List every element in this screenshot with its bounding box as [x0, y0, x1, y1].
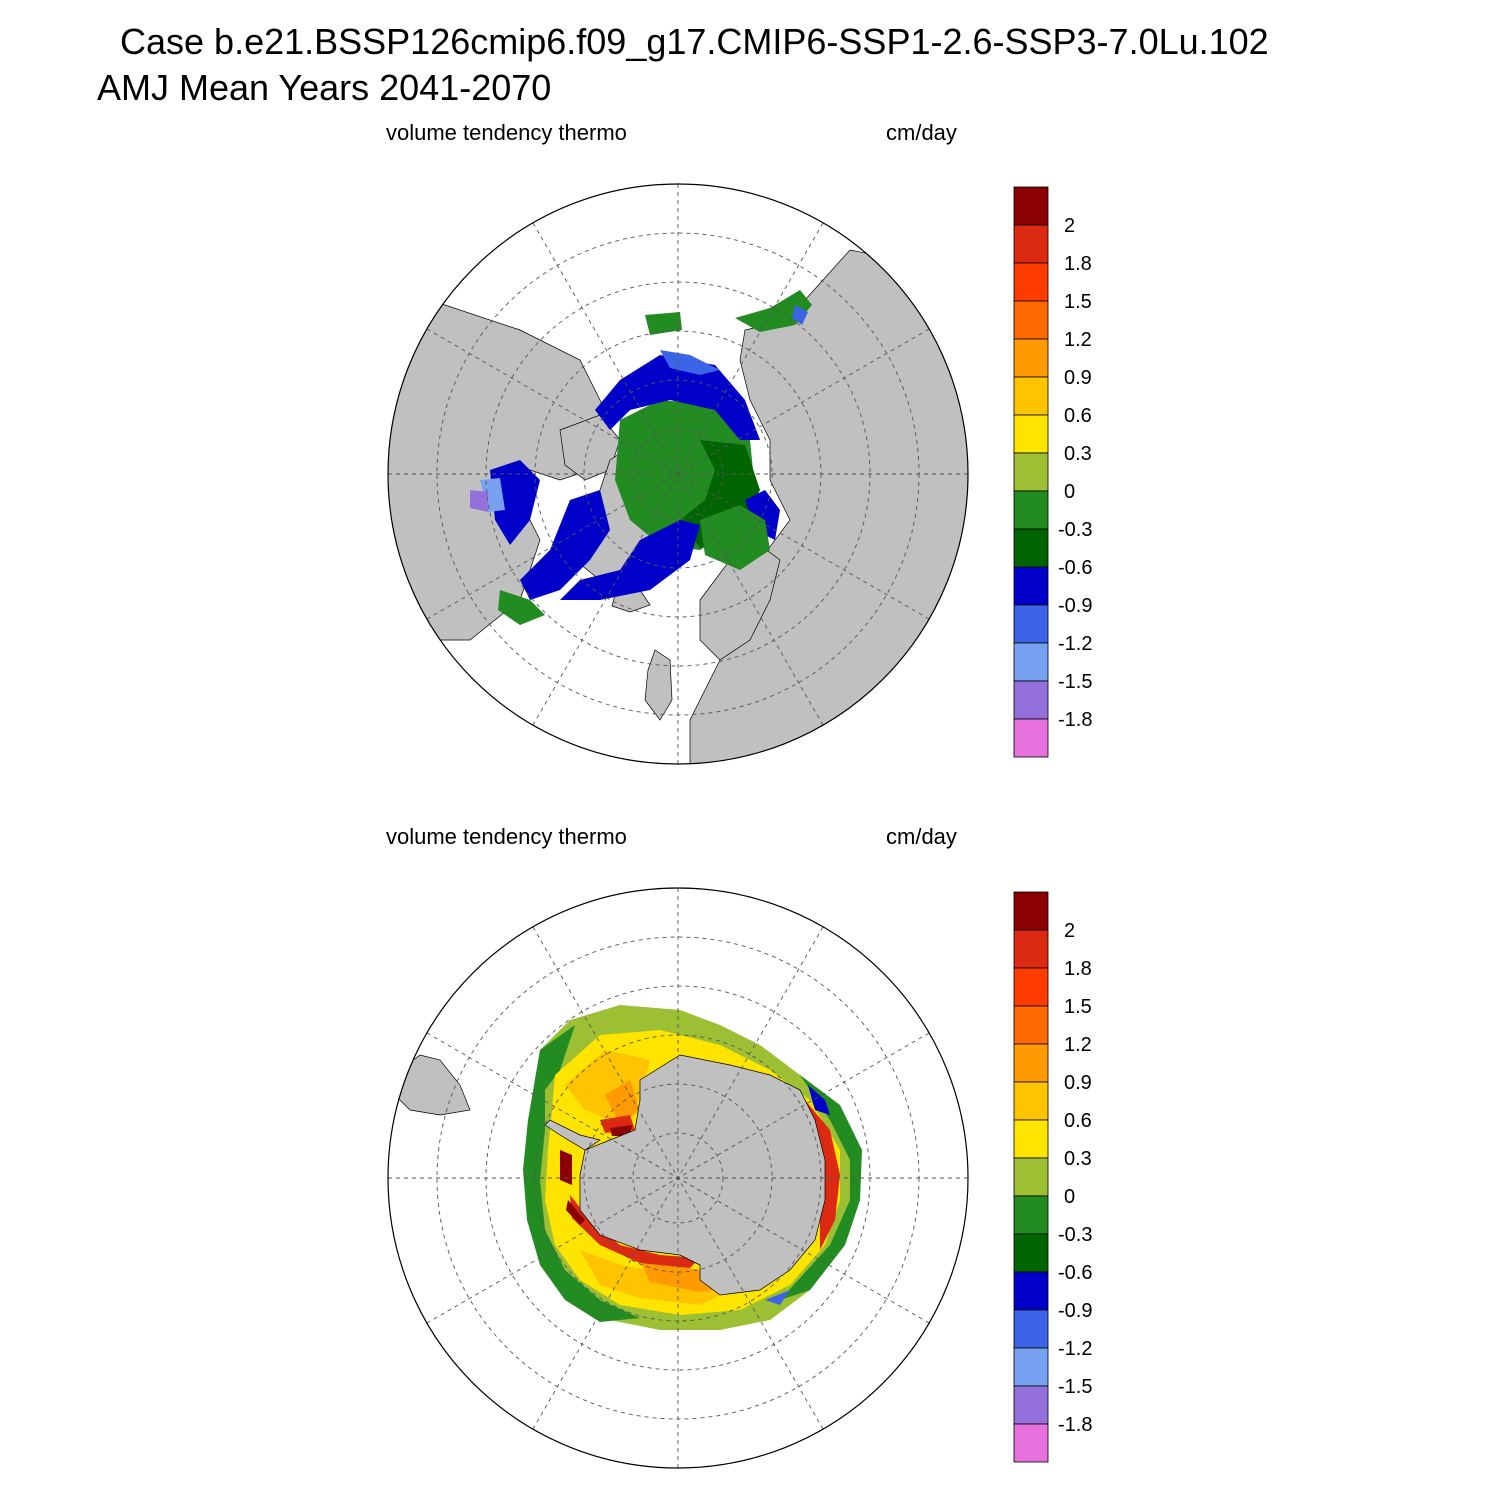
- north-ice-hudson: [490, 460, 540, 545]
- colorbar-south-label-12: -1.5: [1058, 1376, 1092, 1398]
- colorbar-south-label-3: 1.2: [1064, 1034, 1092, 1056]
- colorbar-south-swatch-3: [1013, 1005, 1049, 1045]
- colorbar-north-label-10: -0.9: [1058, 595, 1092, 617]
- south-map-border: [387, 887, 969, 1469]
- south-ice-blue-southeast: [765, 1290, 790, 1305]
- colorbar-north-swatch-10: [1013, 566, 1049, 606]
- colorbar-north-swatch-12: [1013, 642, 1049, 682]
- colorbar-south-swatch-5: [1013, 1081, 1049, 1121]
- colorbar-south-swatch-4: [1013, 1043, 1049, 1083]
- colorbar-south-label-10: -0.9: [1058, 1300, 1092, 1322]
- colorbar-north-swatch-3: [1013, 300, 1049, 340]
- north-ice-greenland-sea-green: [700, 505, 770, 570]
- north-map-border: [387, 183, 969, 765]
- north-ice-labrador-green: [498, 590, 545, 625]
- colorbar-south-label-0: 2: [1064, 920, 1075, 942]
- colorbar-south-swatch-14: [1013, 1423, 1049, 1463]
- south-ice-blue-east: [808, 1085, 830, 1115]
- colorbar-south-swatch-8: [1013, 1195, 1049, 1235]
- colorbar-south-label-2: 1.5: [1064, 996, 1092, 1018]
- north-ice-bering: [645, 312, 682, 335]
- colorbar-north-swatch-1: [1013, 224, 1049, 264]
- south-ice-red-coast-ross: [570, 1195, 700, 1268]
- colorbar-south: 2 1.8 1.5 1.2 0.9 0.6 0.3 0 -0.3 -0.6 -0.9 -1.2 -1.5…: [1013, 891, 1092, 1463]
- colorbar-south-swatch-12: [1013, 1347, 1049, 1387]
- colorbar-south-swatch-7: [1013, 1157, 1049, 1197]
- panel-south-variable-label: volume tendency thermo: [386, 824, 627, 849]
- colorbar-south-swatch-1: [1013, 929, 1049, 969]
- colorbar-north-swatch-2: [1013, 262, 1049, 302]
- south-polar-map: [387, 887, 969, 1469]
- panel-north-variable-label: volume tendency thermo: [386, 120, 627, 145]
- colorbar-south-label-6: 0.3: [1064, 1148, 1092, 1170]
- colorbar-south-label-13: -1.8: [1058, 1414, 1092, 1436]
- colorbar-north-swatch-4: [1013, 338, 1049, 378]
- colorbar-north-label-5: 0.6: [1064, 405, 1092, 427]
- colorbar-south-label-7: 0: [1064, 1186, 1075, 1208]
- colorbar-north-label-1: 1.8: [1064, 253, 1092, 275]
- colorbar-south-swatch-10: [1013, 1271, 1049, 1311]
- colorbar-north-label-6: 0.3: [1064, 443, 1092, 465]
- north-polar-map: [387, 183, 969, 765]
- north-ice-siberian-shelf: [660, 350, 720, 375]
- colorbar-north-label-3: 1.2: [1064, 329, 1092, 351]
- colorbar-north-label-11: -1.2: [1058, 633, 1092, 655]
- south-graticule: [388, 888, 968, 1468]
- north-ice-baffin: [520, 490, 610, 600]
- colorbar-north-swatch-5: [1013, 376, 1049, 416]
- colorbar-south-label-9: -0.6: [1058, 1262, 1092, 1284]
- south-ice-outer-green: [523, 1025, 640, 1322]
- north-graticule: [388, 184, 968, 764]
- colorbar-north-swatch-7: [1013, 452, 1049, 492]
- colorbar-north-label-7: 0: [1064, 481, 1075, 503]
- colorbar-south-label-4: 0.9: [1064, 1072, 1092, 1094]
- panel-north-units-label: cm/day: [886, 120, 957, 145]
- colorbar-north-label-4: 0.9: [1064, 367, 1092, 389]
- colorbar-north-label-0: 2: [1064, 215, 1075, 237]
- panel-south-units-label: cm/day: [886, 824, 957, 849]
- colorbar-north-label-9: -0.6: [1058, 557, 1092, 579]
- colorbar-north-swatch-8: [1013, 490, 1049, 530]
- north-ice-greenland-sea-blue: [560, 520, 700, 600]
- colorbar-north-swatch-0: [1013, 186, 1049, 226]
- south-land-antarctic-peninsula: [544, 1119, 601, 1151]
- north-ice-okhotsk-blue: [792, 305, 808, 325]
- south-ice-east-green: [780, 1075, 862, 1300]
- figure-title-line1: Case b.e21.BSSP126cmip6.f09_g17.CMIP6-SS…: [120, 21, 1269, 62]
- south-ice-orange: [605, 1080, 740, 1292]
- colorbar-north-swatch-11: [1013, 604, 1049, 644]
- north-ice-blue-ring: [595, 355, 760, 440]
- colorbar-north-label-13: -1.8: [1058, 709, 1092, 731]
- colorbar-south-swatch-11: [1013, 1309, 1049, 1349]
- north-ice-okhotsk: [735, 290, 812, 332]
- colorbar-south-label-8: -0.3: [1058, 1224, 1092, 1246]
- colorbar-north-swatch-6: [1013, 414, 1049, 454]
- colorbar-north: 2 1.8 1.5 1.2 0.9 0.6 0.3 0 -0.3 -0.6 -0.9 -1.2 -1.5…: [1013, 186, 1092, 758]
- colorbar-south-label-11: -1.2: [1058, 1338, 1092, 1360]
- colorbar-north-swatch-9: [1013, 528, 1049, 568]
- colorbar-south-swatch-13: [1013, 1385, 1049, 1425]
- colorbar-north-swatch-14: [1013, 718, 1049, 758]
- north-ice-hudson-purple: [470, 490, 488, 512]
- south-land-southamerica: [394, 1054, 471, 1116]
- colorbar-north-label-12: -1.5: [1058, 671, 1092, 693]
- colorbar-south-swatch-6: [1013, 1119, 1049, 1159]
- south-ice-gold: [565, 1050, 825, 1305]
- colorbar-north-label-2: 1.5: [1064, 291, 1092, 313]
- colorbar-north-swatch-13: [1013, 680, 1049, 720]
- colorbar-south-swatch-2: [1013, 967, 1049, 1007]
- colorbar-south-swatch-0: [1013, 891, 1049, 931]
- colorbar-north-label-8: -0.3: [1058, 519, 1092, 541]
- south-ice-darkred-ross: [560, 1150, 585, 1225]
- colorbar-south-label-1: 1.8: [1064, 958, 1092, 980]
- north-land-uk: [644, 649, 673, 721]
- colorbar-south-swatch-9: [1013, 1233, 1049, 1273]
- figure-title-line2: AMJ Mean Years 2041-2070: [97, 67, 552, 108]
- colorbar-south-label-5: 0.6: [1064, 1110, 1092, 1132]
